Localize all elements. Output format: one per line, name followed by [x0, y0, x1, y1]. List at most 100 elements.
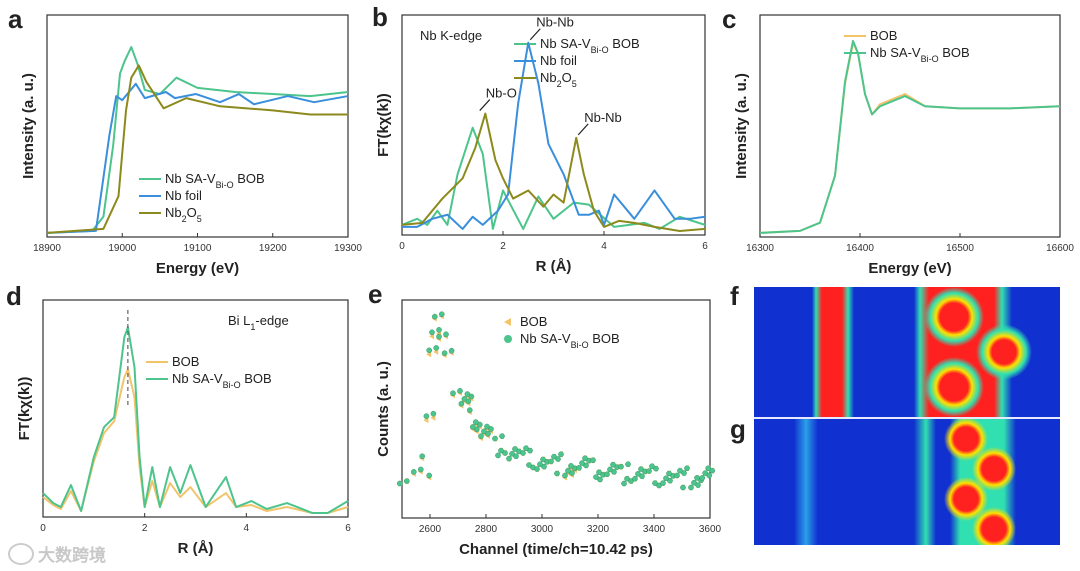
data-point — [495, 452, 501, 459]
data-point — [512, 446, 518, 452]
data-point — [466, 407, 473, 413]
data-point — [492, 435, 498, 442]
panel-letter: a — [8, 4, 23, 34]
data-point — [699, 475, 706, 481]
x-tick-label: 3000 — [531, 524, 554, 535]
data-point — [677, 467, 683, 474]
y-axis-title: Intensity (a. u.) — [20, 73, 37, 179]
data-point — [431, 313, 438, 320]
legend-name: Nb SA-V — [520, 331, 571, 346]
panel-letter: c — [722, 4, 736, 34]
formula-part: O — [562, 70, 572, 85]
data-point — [610, 461, 616, 468]
series-line-nb_foil — [46, 82, 349, 234]
data-point — [436, 327, 442, 333]
data-point — [499, 433, 505, 439]
data-point — [484, 423, 490, 430]
annotation-arrow — [577, 123, 589, 136]
data-point — [691, 479, 697, 486]
data-point — [607, 466, 613, 473]
x-tick-label: 16400 — [846, 243, 874, 254]
legend-subscript: Bi-O — [921, 54, 939, 64]
data-point — [464, 391, 471, 397]
data-point — [674, 472, 680, 479]
data-point — [646, 468, 652, 474]
annotation-label: Nb-O — [486, 86, 517, 101]
annotation-label: Nb-Nb — [584, 110, 622, 125]
y-axis-title: Counts (a. u.) — [375, 361, 392, 457]
annotation-arrow — [479, 99, 491, 111]
data-point — [506, 455, 512, 462]
data-point — [688, 484, 694, 491]
legend-entry: Nb SA-VBi-O BOB — [165, 171, 265, 190]
formula-part: 2 — [182, 214, 187, 224]
legend-entry: Nb SA-VBi-O BOB — [172, 371, 272, 390]
title-suffix: -edge — [255, 313, 288, 328]
data-point — [568, 463, 574, 469]
data-point — [593, 474, 599, 480]
legend-name: BOB — [870, 28, 897, 43]
data-point — [396, 480, 403, 487]
data-point — [498, 447, 504, 454]
data-point — [582, 455, 588, 462]
data-point — [509, 451, 515, 457]
series-line-bob — [42, 368, 349, 515]
x-tick-label: 2 — [142, 523, 148, 534]
data-point — [537, 461, 543, 468]
data-point — [684, 465, 690, 472]
x-axis-title: Energy (eV) — [868, 260, 951, 277]
legend-entry: BOB — [520, 314, 547, 329]
data-point — [526, 462, 532, 468]
plot-frame — [401, 14, 706, 236]
x-axis-title: R (Å) — [536, 258, 572, 275]
legend-name: Nb foil — [165, 188, 202, 203]
data-point — [694, 475, 700, 481]
data-point — [417, 466, 424, 473]
x-tick-label: 16300 — [746, 243, 774, 254]
legend-entry: BOB — [172, 354, 199, 369]
data-point — [469, 424, 476, 430]
y-axis-title: FT(kχ(k)) — [375, 93, 392, 157]
data-point — [426, 472, 433, 479]
legend-entry: Nb SA-VBi-O BOB — [520, 331, 620, 350]
legend-name: Nb foil — [540, 53, 577, 68]
series-line-nb2o5 — [46, 64, 348, 234]
legend-entry: Nb foil — [165, 188, 202, 203]
panel-letter: e — [368, 279, 382, 309]
charge-density-map-g — [754, 419, 1060, 545]
data-point — [438, 311, 445, 318]
title-main: Bi L — [228, 313, 250, 328]
legend-marker — [504, 318, 511, 326]
legend-subscript: Bi-O — [216, 180, 234, 190]
formula-part: 5 — [197, 214, 202, 224]
data-point — [430, 410, 437, 417]
series-line-nb_sa — [46, 46, 349, 234]
panel-letter-g: g — [730, 414, 746, 444]
x-tick-label: 19300 — [334, 243, 362, 254]
panel-title: Bi L1-edge — [228, 313, 289, 332]
data-point — [635, 471, 641, 477]
data-point — [666, 470, 672, 477]
data-point — [554, 470, 560, 477]
data-point — [638, 466, 644, 472]
data-point — [621, 480, 627, 487]
charge-density-maps — [754, 287, 1060, 545]
legend-name: BOB — [172, 354, 199, 369]
charge-density-map-f — [754, 287, 1060, 417]
x-tick-label: 2600 — [419, 524, 442, 535]
series-line-nb2o5 — [401, 112, 706, 232]
x-tick-label: 3400 — [643, 524, 666, 535]
data-point — [540, 456, 546, 463]
panel-letter: d — [6, 281, 22, 311]
formula-part: Nb — [540, 70, 557, 85]
data-point — [576, 465, 582, 471]
legend-entry: Nb2O5 — [540, 70, 577, 89]
series-line-nb_foil — [402, 41, 706, 230]
data-point — [441, 350, 448, 356]
series-line-nb_sa — [401, 126, 706, 230]
data-point — [624, 475, 630, 482]
series-line-bob — [759, 41, 1061, 234]
watermark: 大数跨境 — [8, 541, 106, 566]
data-point — [520, 450, 526, 456]
legend-suffix: BOB — [234, 171, 265, 186]
